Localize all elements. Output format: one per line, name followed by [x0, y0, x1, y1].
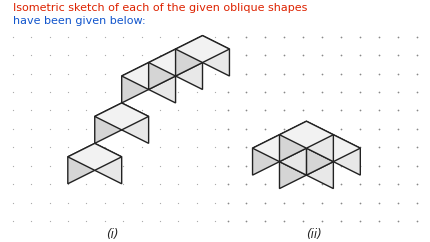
Polygon shape [68, 143, 95, 184]
Polygon shape [121, 103, 148, 143]
Polygon shape [252, 135, 279, 175]
Polygon shape [279, 148, 332, 175]
Text: (i): (i) [106, 228, 118, 241]
Polygon shape [306, 135, 332, 175]
Polygon shape [332, 135, 359, 175]
Polygon shape [68, 143, 121, 170]
Polygon shape [175, 36, 229, 62]
Polygon shape [279, 121, 306, 162]
Text: have been given below:: have been given below: [13, 16, 145, 26]
Polygon shape [148, 49, 202, 76]
Polygon shape [202, 36, 229, 76]
Polygon shape [175, 36, 202, 76]
Polygon shape [306, 121, 332, 162]
Polygon shape [148, 62, 175, 103]
Polygon shape [175, 49, 202, 90]
Polygon shape [121, 62, 148, 103]
Polygon shape [121, 62, 175, 90]
Text: Isometric sketch of each of the given oblique shapes: Isometric sketch of each of the given ob… [13, 3, 307, 13]
Polygon shape [306, 135, 359, 162]
Polygon shape [279, 135, 306, 175]
Polygon shape [148, 49, 175, 90]
Text: (ii): (ii) [306, 228, 321, 241]
Polygon shape [279, 121, 332, 148]
Polygon shape [95, 143, 121, 184]
Polygon shape [279, 148, 306, 189]
Polygon shape [306, 148, 332, 189]
Polygon shape [252, 135, 306, 162]
Polygon shape [95, 103, 121, 143]
Polygon shape [95, 103, 148, 130]
